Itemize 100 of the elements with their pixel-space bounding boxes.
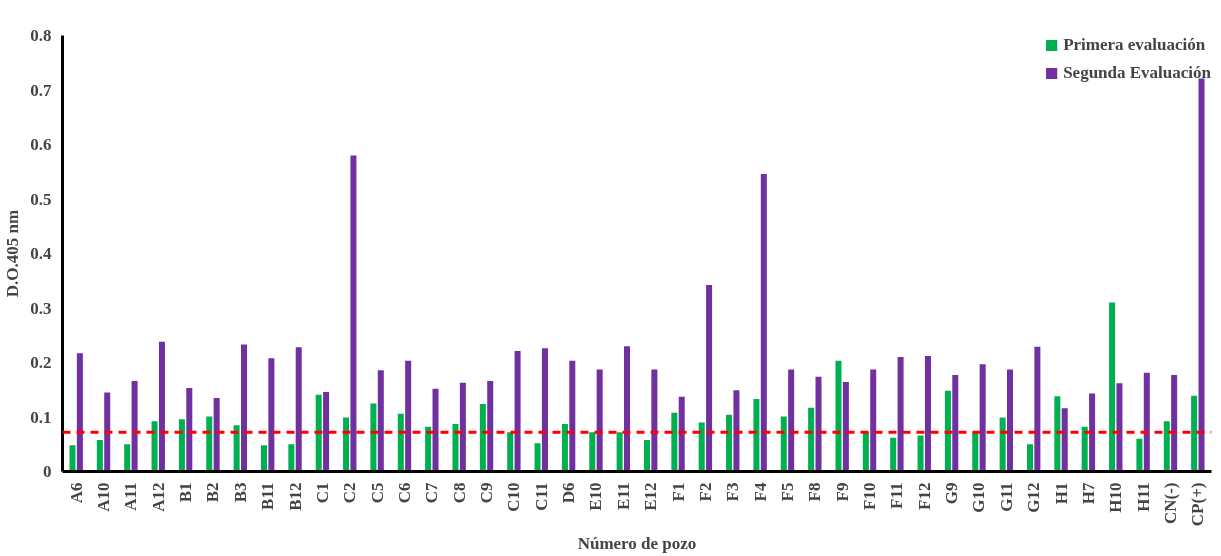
bar [295,347,302,472]
bar [678,396,685,472]
x-tick-label: B3 [230,482,250,503]
bar [651,369,658,472]
bar [1116,383,1123,472]
bar [206,416,213,472]
x-tick-label: F10 [860,482,880,510]
x-tick-label: C11 [531,482,551,511]
bar [835,360,842,472]
x-tick-label: F4 [750,482,770,502]
bar [124,444,131,472]
x-tick-label: A10 [94,482,114,512]
bar [760,173,767,472]
y-tick-label: 0.8 [30,26,52,45]
bar [432,388,439,472]
x-tick-label: G11 [996,482,1016,512]
x-tick-label: C10 [504,482,524,512]
bar [452,424,459,472]
bar [616,432,623,472]
y-tick-label: 0.1 [30,407,52,427]
bar [131,381,138,472]
bar [726,414,733,472]
bar [1089,393,1096,472]
bar [288,444,295,472]
bar [397,413,404,472]
y-tick-label: 0.5 [30,189,52,209]
bar [233,425,240,472]
bar [350,155,357,472]
bar [104,392,111,472]
x-tick-label: H1 [1051,482,1071,505]
bar [405,360,412,472]
bar [370,403,377,472]
bar [999,417,1006,472]
bar [589,432,596,472]
bar [76,353,83,472]
bar [1143,372,1150,472]
bar [788,369,795,472]
x-tick-label: A6 [66,482,86,504]
bar [268,358,275,472]
x-tick-label: F2 [695,482,715,502]
bar [944,390,951,472]
bar [1007,369,1014,472]
bar [151,421,158,472]
x-tick-label: D6 [559,482,579,504]
bar [561,424,568,472]
x-tick-label: E12 [641,482,661,511]
bar [479,403,486,472]
x-tick-label: G9 [942,482,962,505]
bar [1198,78,1205,472]
x-tick-label: B12 [285,482,305,511]
bar [459,382,466,472]
bar [534,443,541,472]
bar [1081,426,1088,472]
bar [323,391,330,472]
bar [753,399,760,472]
bar [596,369,603,472]
bar [870,369,877,472]
legend-label: Primera evaluación [1063,35,1206,55]
bar [507,432,514,472]
bar [1171,375,1178,472]
bar [917,435,924,472]
bar [924,355,931,472]
bar [178,419,185,472]
x-tick-label: C1 [312,482,332,504]
x-tick-label: C7 [422,482,442,504]
y-tick-label: 0.7 [30,80,52,100]
y-tick-label: 0 [43,462,52,481]
x-axis-title: Número de pozo [577,534,697,554]
bar [186,388,193,472]
bar [624,346,631,472]
x-tick-label: H10 [1106,482,1126,513]
bar [1026,444,1033,472]
bar [733,390,740,472]
x-tick-label: G10 [969,482,989,513]
bar [213,397,220,472]
x-tick-label: CN(-) [1160,482,1180,525]
x-tick-label: F12 [914,482,934,510]
x-tick-label: F1 [668,482,688,502]
x-tick-label: C6 [394,482,414,504]
bar [1163,421,1170,472]
bar [979,364,986,472]
bar [972,432,979,472]
bar [260,445,267,472]
bar [1054,396,1061,472]
x-tick-label: G12 [1024,482,1044,513]
bar [241,344,248,472]
bar [514,351,521,472]
x-tick-label: B11 [258,482,278,510]
x-tick-label: E10 [586,482,606,511]
x-tick-label: F3 [723,482,743,502]
bar [69,445,76,472]
bar [815,376,822,472]
bar [425,426,432,472]
bar [1061,408,1068,472]
bar [569,360,576,472]
bar [487,381,494,472]
bar [698,422,705,472]
bar [643,439,650,472]
bar [890,437,897,472]
y-tick-label: 0.4 [30,244,52,263]
